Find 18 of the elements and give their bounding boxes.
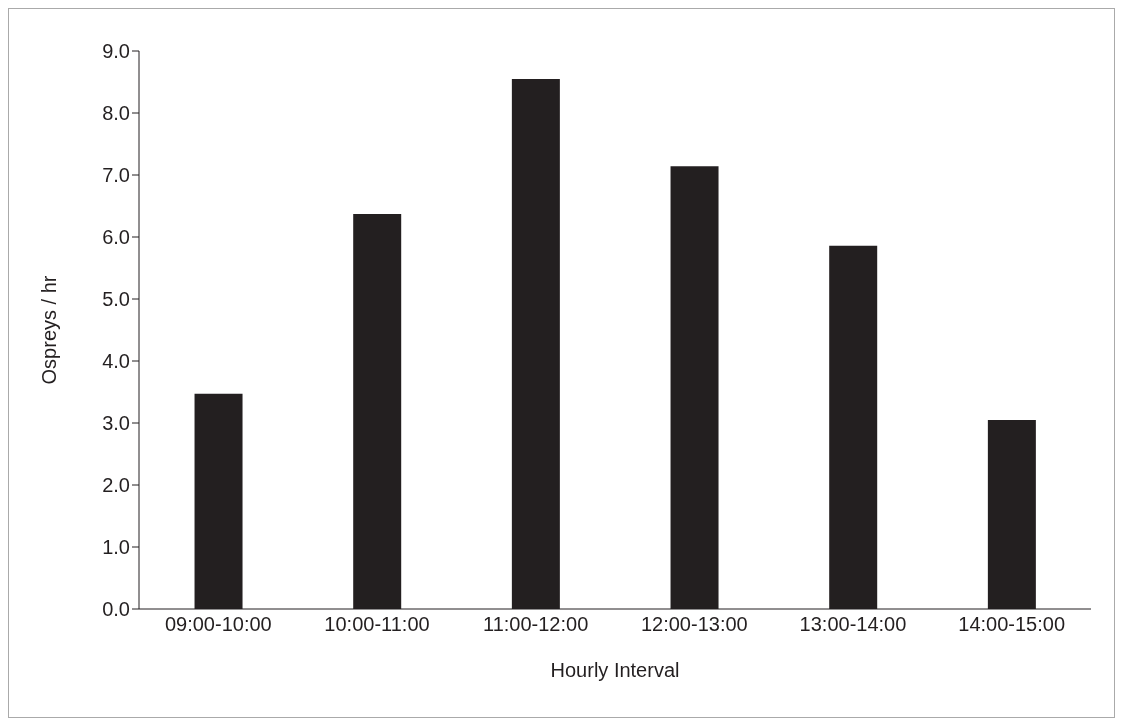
y-tick-label: 0.0 [102, 598, 130, 621]
y-tick-label: 8.0 [102, 102, 130, 125]
x-tick-label: 12:00-13:00 [640, 613, 748, 636]
y-axis-title: Ospreys / hr [38, 275, 61, 385]
y-tick-label: 1.0 [102, 536, 130, 559]
y-tick-label: 4.0 [102, 350, 130, 373]
y-tick-label: 2.0 [102, 474, 130, 497]
x-tick-label: 10:00-11:00 [324, 613, 430, 636]
x-tick-label: 09:00-10:00 [164, 613, 272, 636]
y-tick-label: 3.0 [102, 412, 130, 435]
y-tick-label: 5.0 [102, 288, 130, 311]
y-tick-label: 7.0 [102, 164, 130, 187]
y-tick-label: 6.0 [102, 226, 130, 249]
x-tick-label: 13:00-14:00 [799, 613, 907, 636]
x-tick-label: 11:00-12:00 [483, 613, 589, 636]
x-tick-label: 14:00-15:00 [958, 613, 1066, 636]
y-tick-label: 9.0 [102, 40, 130, 63]
x-axis-title: Hourly Interval [550, 659, 680, 681]
